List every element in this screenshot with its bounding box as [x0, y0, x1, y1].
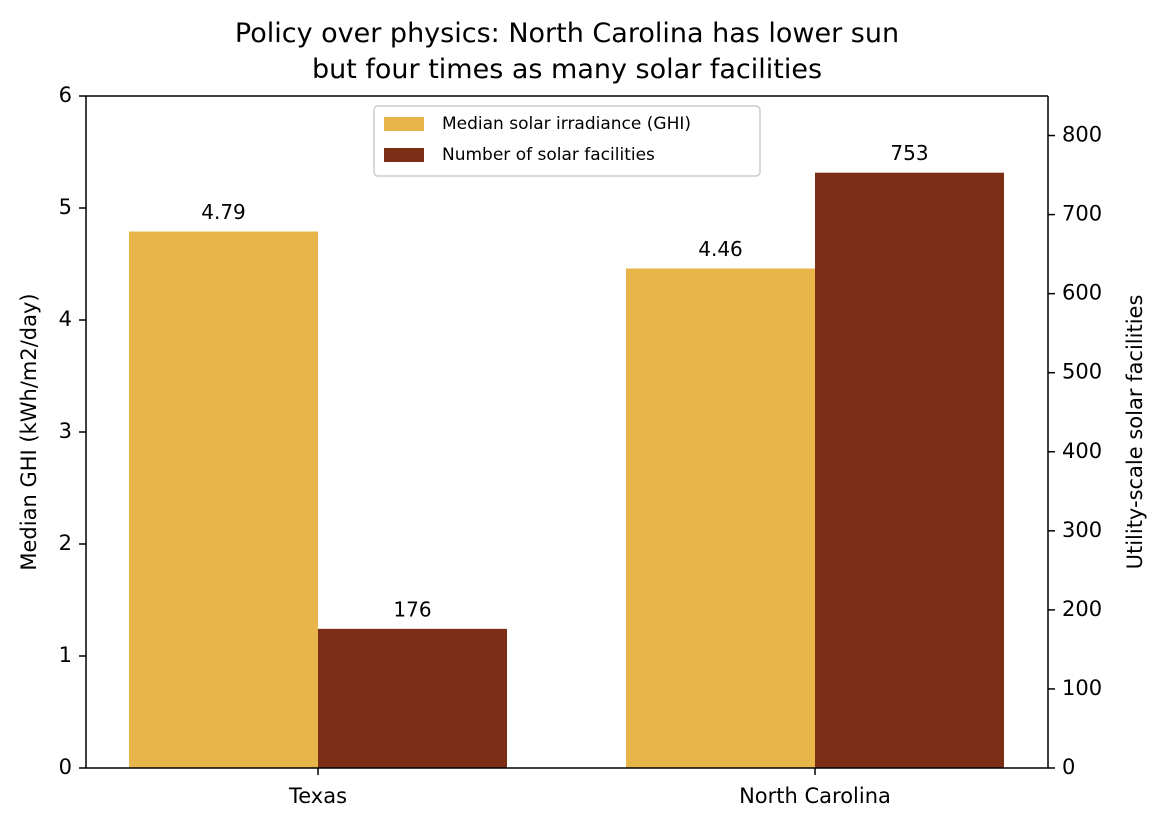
bar — [626, 268, 815, 768]
y2-tick-label: 400 — [1062, 439, 1102, 463]
value-label: 753 — [890, 141, 928, 165]
y2-tick-label: 100 — [1062, 676, 1102, 700]
y2-tick-label: 500 — [1062, 360, 1102, 384]
chart-title: Policy over physics: North Carolina has … — [234, 18, 900, 85]
legend-box — [373, 105, 761, 177]
y-tick-label: 6 — [59, 83, 72, 107]
legend-label: Number of solar facilities — [442, 145, 655, 165]
legend-swatch — [384, 117, 424, 131]
y2-tick-label: 600 — [1062, 281, 1102, 305]
x-tick-label: North Carolina — [739, 784, 891, 808]
y2-tick-label: 300 — [1062, 518, 1102, 542]
y-tick-label: 2 — [59, 531, 72, 555]
y2-tick-label: 200 — [1062, 597, 1102, 621]
legend-label: Median solar irradiance (GHI) — [442, 114, 691, 134]
y2-tick-label: 0 — [1062, 755, 1075, 779]
y-tick-label: 4 — [59, 307, 72, 331]
legend-swatch — [384, 148, 424, 162]
bar — [129, 231, 318, 768]
value-label: 4.79 — [201, 200, 246, 224]
y-tick-label: 0 — [59, 755, 72, 779]
y-tick-label: 1 — [59, 643, 72, 667]
y-tick-label: 5 — [59, 195, 72, 219]
y-tick-label: 3 — [59, 419, 72, 443]
bar — [815, 172, 1004, 768]
bar — [318, 628, 507, 768]
value-label: 4.46 — [698, 237, 743, 261]
x-tick-label: Texas — [288, 784, 347, 808]
value-label: 176 — [393, 597, 431, 621]
y2-tick-label: 700 — [1062, 202, 1102, 226]
y-axis-label: Median GHI (kWh/m2/day) — [17, 293, 41, 570]
y2-axis-label: Utility-scale solar facilities — [1123, 295, 1147, 570]
y2-tick-label: 800 — [1062, 123, 1102, 147]
